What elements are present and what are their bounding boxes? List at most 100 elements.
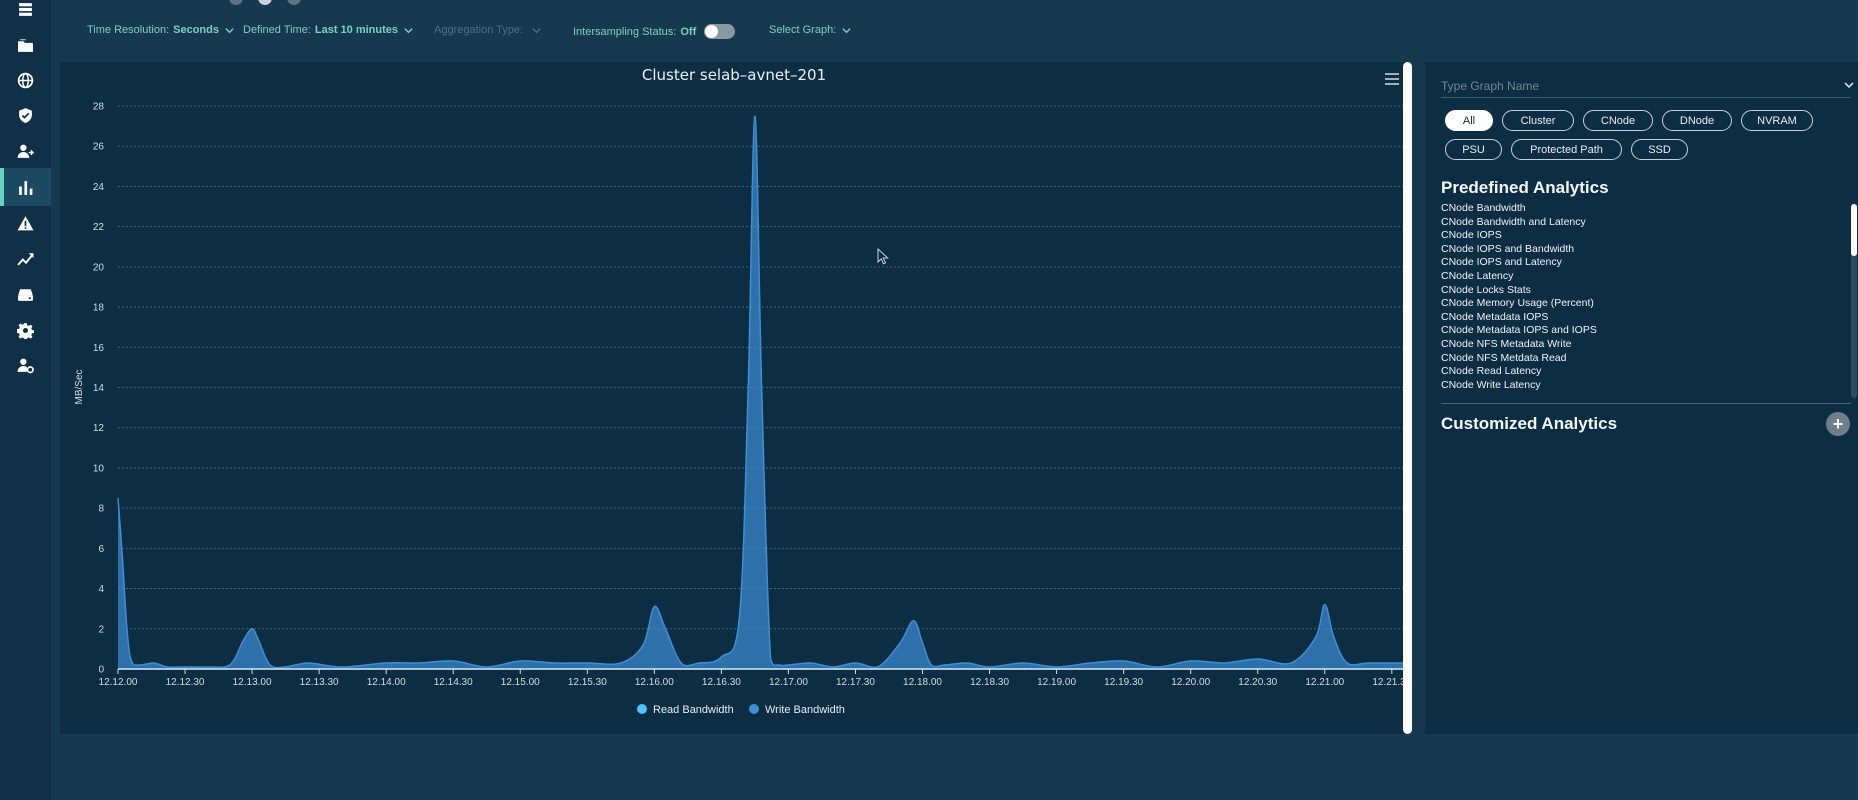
folder-icon[interactable] [14, 34, 36, 56]
user-share-icon[interactable] [14, 140, 36, 162]
series-area-1 [118, 116, 1403, 669]
y-tick-label: 24 [93, 182, 105, 193]
x-tick-label: 12.16.30 [702, 677, 741, 688]
x-tick-label: 12.14.00 [367, 677, 406, 688]
chart-scrollbar[interactable] [1403, 62, 1412, 734]
filter-pill-dnode[interactable]: DNode [1662, 110, 1732, 131]
nav-active-indicator [0, 168, 4, 206]
analytics-list-item[interactable]: CNode IOPS [1441, 229, 1502, 242]
gear-icon[interactable] [14, 319, 36, 341]
toggle-knob [705, 25, 719, 38]
hamburger-menu-icon[interactable] [1384, 72, 1400, 86]
server-icon[interactable] [14, 0, 36, 20]
analytics-list-item[interactable]: CNode Write Latency [1441, 378, 1541, 391]
shield-icon[interactable] [14, 104, 36, 126]
x-tick-label: 12.17.00 [769, 677, 808, 688]
legend-marker[interactable] [637, 704, 647, 714]
analytics-list-item[interactable]: CNode IOPS and Latency [1441, 256, 1562, 269]
analytics-list-item[interactable]: CNode Read Latency [1441, 365, 1542, 378]
storage-icon[interactable] [14, 283, 36, 305]
analytics-list-item[interactable]: CNode Metadata IOPS and IOPS [1441, 324, 1597, 337]
user-settings-icon[interactable] [14, 354, 36, 376]
y-tick-label: 28 [93, 102, 105, 113]
analytics-list-item[interactable]: CNode NFS Metadata Write [1441, 337, 1572, 350]
y-axis-label: MB/Sec [74, 369, 85, 404]
chevron-down-icon [225, 27, 234, 33]
x-tick-label: 12.19.30 [1104, 677, 1143, 688]
legend-label[interactable]: Write Bandwidth [765, 704, 845, 716]
select-graph-dropdown[interactable]: Select Graph: [769, 24, 852, 36]
y-tick-label: 0 [98, 665, 104, 676]
aggregation-type-dropdown[interactable]: Aggregation Type: [434, 24, 542, 36]
analytics-list-item[interactable]: CNode Metadata IOPS [1441, 310, 1549, 323]
filter-pill-cluster[interactable]: Cluster [1502, 110, 1574, 131]
analytics-list-item[interactable]: CNode Locks Stats [1441, 283, 1531, 296]
analytics-list-item[interactable]: CNode IOPS and Bandwidth [1441, 242, 1575, 255]
y-tick-label: 10 [93, 463, 105, 474]
y-tick-label: 22 [93, 222, 105, 233]
defined-time-value: Last 10 minutes [314, 24, 399, 36]
y-tick-label: 8 [98, 504, 104, 515]
page-dot[interactable] [229, 0, 243, 5]
filter-pill-protected-path[interactable]: Protected Path [1511, 139, 1622, 160]
x-tick-label: 12.13.00 [233, 677, 272, 688]
defined-time-label: Defined Time: [243, 24, 311, 36]
legend-marker[interactable] [749, 704, 759, 714]
x-tick-label: 12.15.00 [501, 677, 540, 688]
analytics-list-item[interactable]: CNode Bandwidth and Latency [1441, 215, 1586, 228]
filter-bar: Time Resolution: Seconds Defined Time: L… [51, 0, 1858, 62]
x-tick-label: 12.15.30 [568, 677, 607, 688]
x-tick-label: 12.13.30 [300, 677, 339, 688]
chevron-down-icon[interactable] [1843, 79, 1855, 91]
globe-icon[interactable] [14, 69, 36, 91]
x-tick-label: 12.21.30 [1372, 677, 1408, 688]
predefined-analytics-title: Predefined Analytics [1441, 178, 1609, 197]
x-tick-label: 12.12.30 [166, 677, 205, 688]
chart-panel: 0 2 4 6 8 10 12 14 16 18 20 22 24 26 28 12.12.00 12.12.3… [60, 62, 1408, 734]
analytics-list-item[interactable]: CNode NFS Metdata Read [1441, 351, 1567, 364]
intersampling-toggle[interactable] [704, 24, 736, 39]
customized-analytics-title: Customized Analytics [1441, 414, 1618, 433]
section-divider [1441, 403, 1851, 404]
y-tick-label: 18 [93, 303, 105, 314]
x-tick-label: 12.16.00 [635, 677, 674, 688]
x-tick-label: 12.21.00 [1305, 677, 1344, 688]
x-tick-label: 12.20.30 [1238, 677, 1277, 688]
y-tick-label: 26 [93, 142, 105, 153]
x-tick-label: 12.12.00 [99, 677, 138, 688]
y-tick-label: 14 [93, 383, 105, 394]
page-dot[interactable] [287, 0, 301, 5]
x-tick-label: 12.14.30 [434, 677, 473, 688]
x-tick-label: 12.18.30 [970, 677, 1009, 688]
list-scrollbar-track [1851, 204, 1857, 398]
trend-icon[interactable] [14, 247, 36, 269]
series-areas [117, 115, 1403, 670]
bar-chart-icon[interactable] [14, 176, 36, 198]
graph-search-input[interactable] [1441, 74, 1851, 98]
filter-pill-nvram[interactable]: NVRAM [1741, 110, 1813, 131]
filter-pill-psu[interactable]: PSU [1445, 139, 1502, 160]
analytics-list-item[interactable]: CNode Latency [1441, 269, 1514, 282]
legend-label[interactable]: Read Bandwidth [653, 704, 734, 716]
time-resolution-label: Time Resolution: [87, 24, 170, 36]
defined-time-dropdown[interactable]: Defined Time: Last 10 minutes [243, 24, 414, 36]
filter-pill-all[interactable]: All [1445, 110, 1493, 131]
add-customized-analytics-button[interactable]: + [1826, 412, 1850, 436]
time-resolution-dropdown[interactable]: Time Resolution: Seconds [87, 24, 235, 36]
list-scrollbar-thumb[interactable] [1851, 204, 1857, 256]
predefined-analytics-list: CNode Bandwidth CNode Bandwidth and Laten… [1441, 202, 1831, 392]
chart-title: Cluster selab–avnet–201 [642, 66, 826, 84]
x-tick-label: 12.17.30 [836, 677, 875, 688]
x-tick-label: 12.18.00 [903, 677, 942, 688]
warning-icon[interactable] [14, 212, 36, 234]
aggregation-type-label: Aggregation Type: [434, 24, 524, 36]
filter-pill-ssd[interactable]: SSD [1631, 139, 1688, 160]
filter-pill-cnode[interactable]: CNode [1583, 110, 1653, 131]
series-line-1 [117, 115, 1403, 669]
analytics-list-item[interactable]: CNode Bandwidth [1441, 202, 1526, 214]
analytics-list-item[interactable]: CNode Memory Usage (Percent) [1441, 297, 1594, 310]
y-tick-label: 6 [98, 544, 104, 555]
y-tick-label: 16 [93, 343, 105, 354]
page-dot-active[interactable] [258, 0, 272, 5]
